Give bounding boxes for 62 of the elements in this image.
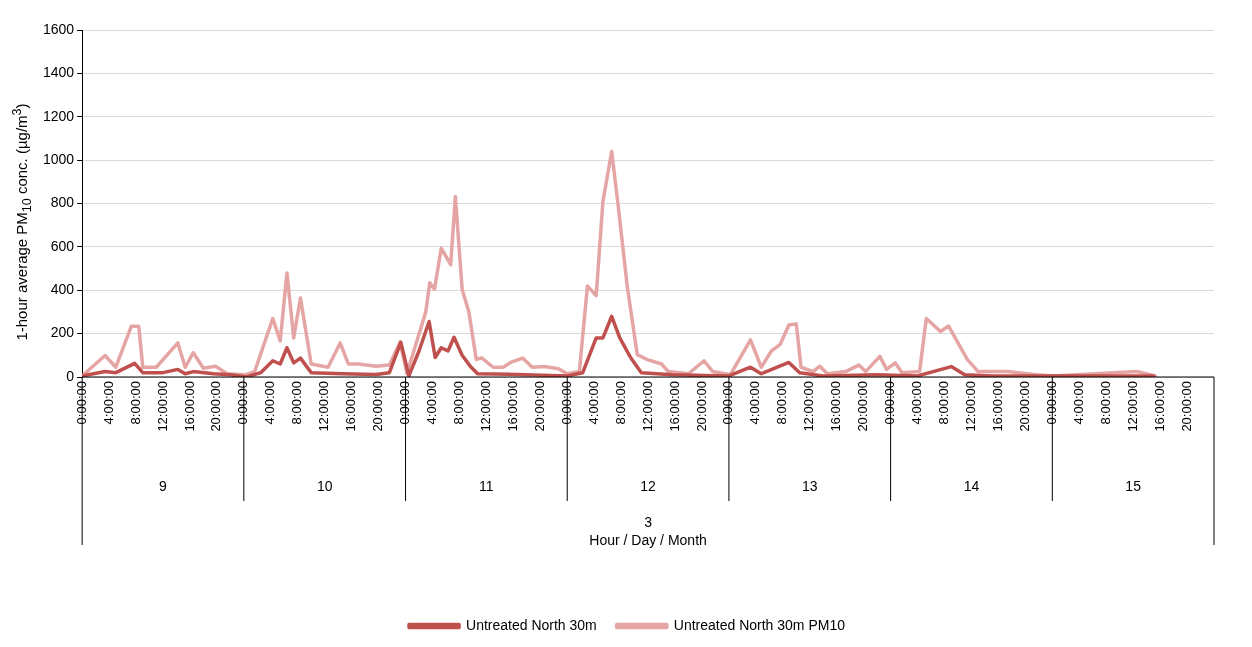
text: 15 (1125, 477, 1142, 494)
x-tick-label: 4:00:00 (424, 381, 440, 425)
x-tick-label: 20:00:00 (693, 381, 709, 432)
x-tick-label: 4:00:00 (1070, 381, 1086, 425)
x-tick-label: 16:00:00 (181, 381, 197, 432)
text: 12 (640, 477, 657, 494)
text: 11 (479, 477, 494, 494)
y-tick-label: 0 (66, 367, 75, 384)
x-tick-label: 0:00:00 (882, 381, 898, 425)
x-tick-label: 0:00:00 (235, 381, 251, 425)
y-tick-label: 1000 (42, 150, 75, 167)
x-tick-label: 12:00:00 (801, 381, 817, 432)
x-tick-label: 12:00:00 (154, 381, 170, 432)
x-tick-label: 12:00:00 (1124, 381, 1140, 432)
x-tick-label: 4:00:00 (262, 381, 278, 425)
legend-label: Untreated North 30m (466, 616, 597, 633)
x-tick-label: 8:00:00 (451, 381, 467, 425)
text: 9 (159, 477, 168, 494)
x-tick-label: 16:00:00 (666, 381, 682, 432)
x-tick-label: 8:00:00 (774, 381, 790, 425)
x-tick-label: 4:00:00 (585, 381, 601, 425)
x-tick-label: 8:00:00 (612, 381, 628, 425)
x-tick-label: 12:00:00 (477, 381, 493, 432)
x-tick-label: 20:00:00 (855, 381, 871, 432)
legend-label: Untreated North 30m PM10 (673, 616, 846, 633)
y-tick-label: 800 (50, 194, 75, 211)
y-tick-label: 400 (50, 281, 75, 298)
x-tick-label: 20:00:00 (1016, 381, 1032, 432)
x-tick-label: 20:00:00 (1178, 381, 1194, 432)
x-tick-label: 8:00:00 (289, 381, 305, 425)
text: Hour / Day / Month (589, 531, 707, 548)
x-tick-label: 4:00:00 (909, 381, 925, 425)
x-tick-label: 20:00:00 (370, 381, 386, 432)
x-tick-label: 8:00:00 (127, 381, 143, 425)
text: 10 (316, 477, 333, 494)
x-tick-label: 0:00:00 (1043, 381, 1059, 425)
text: 13 (801, 477, 818, 494)
x-tick-label: 16:00:00 (504, 381, 520, 432)
x-tick-label: 4:00:00 (100, 381, 116, 425)
x-tick-label: 4:00:00 (747, 381, 763, 425)
y-tick-label: 1400 (42, 64, 75, 81)
x-tick-label: 12:00:00 (963, 381, 979, 432)
x-tick-label: 8:00:00 (936, 381, 952, 425)
x-tick-label: 12:00:00 (639, 381, 655, 432)
x-tick-label: 0:00:00 (558, 381, 574, 425)
x-tick-label: 8:00:00 (1097, 381, 1113, 425)
y-tick-label: 200 (50, 324, 75, 341)
y-tick-label: 600 (50, 237, 75, 254)
x-tick-label: 16:00:00 (1151, 381, 1167, 432)
text: 14 (963, 477, 980, 494)
x-tick-label: 12:00:00 (316, 381, 332, 432)
x-tick-label: 16:00:00 (828, 381, 844, 432)
y-tick-label: 1200 (42, 107, 75, 124)
y-tick-label: 1600 (42, 20, 75, 37)
x-tick-label: 0:00:00 (73, 381, 89, 425)
x-tick-label: 20:00:00 (208, 381, 224, 432)
x-tick-label: 16:00:00 (989, 381, 1005, 432)
text: 3 (644, 513, 653, 530)
x-tick-label: 0:00:00 (397, 381, 413, 425)
x-tick-label: 16:00:00 (343, 381, 359, 432)
x-tick-label: 20:00:00 (531, 381, 547, 432)
x-tick-label: 0:00:00 (720, 381, 736, 425)
